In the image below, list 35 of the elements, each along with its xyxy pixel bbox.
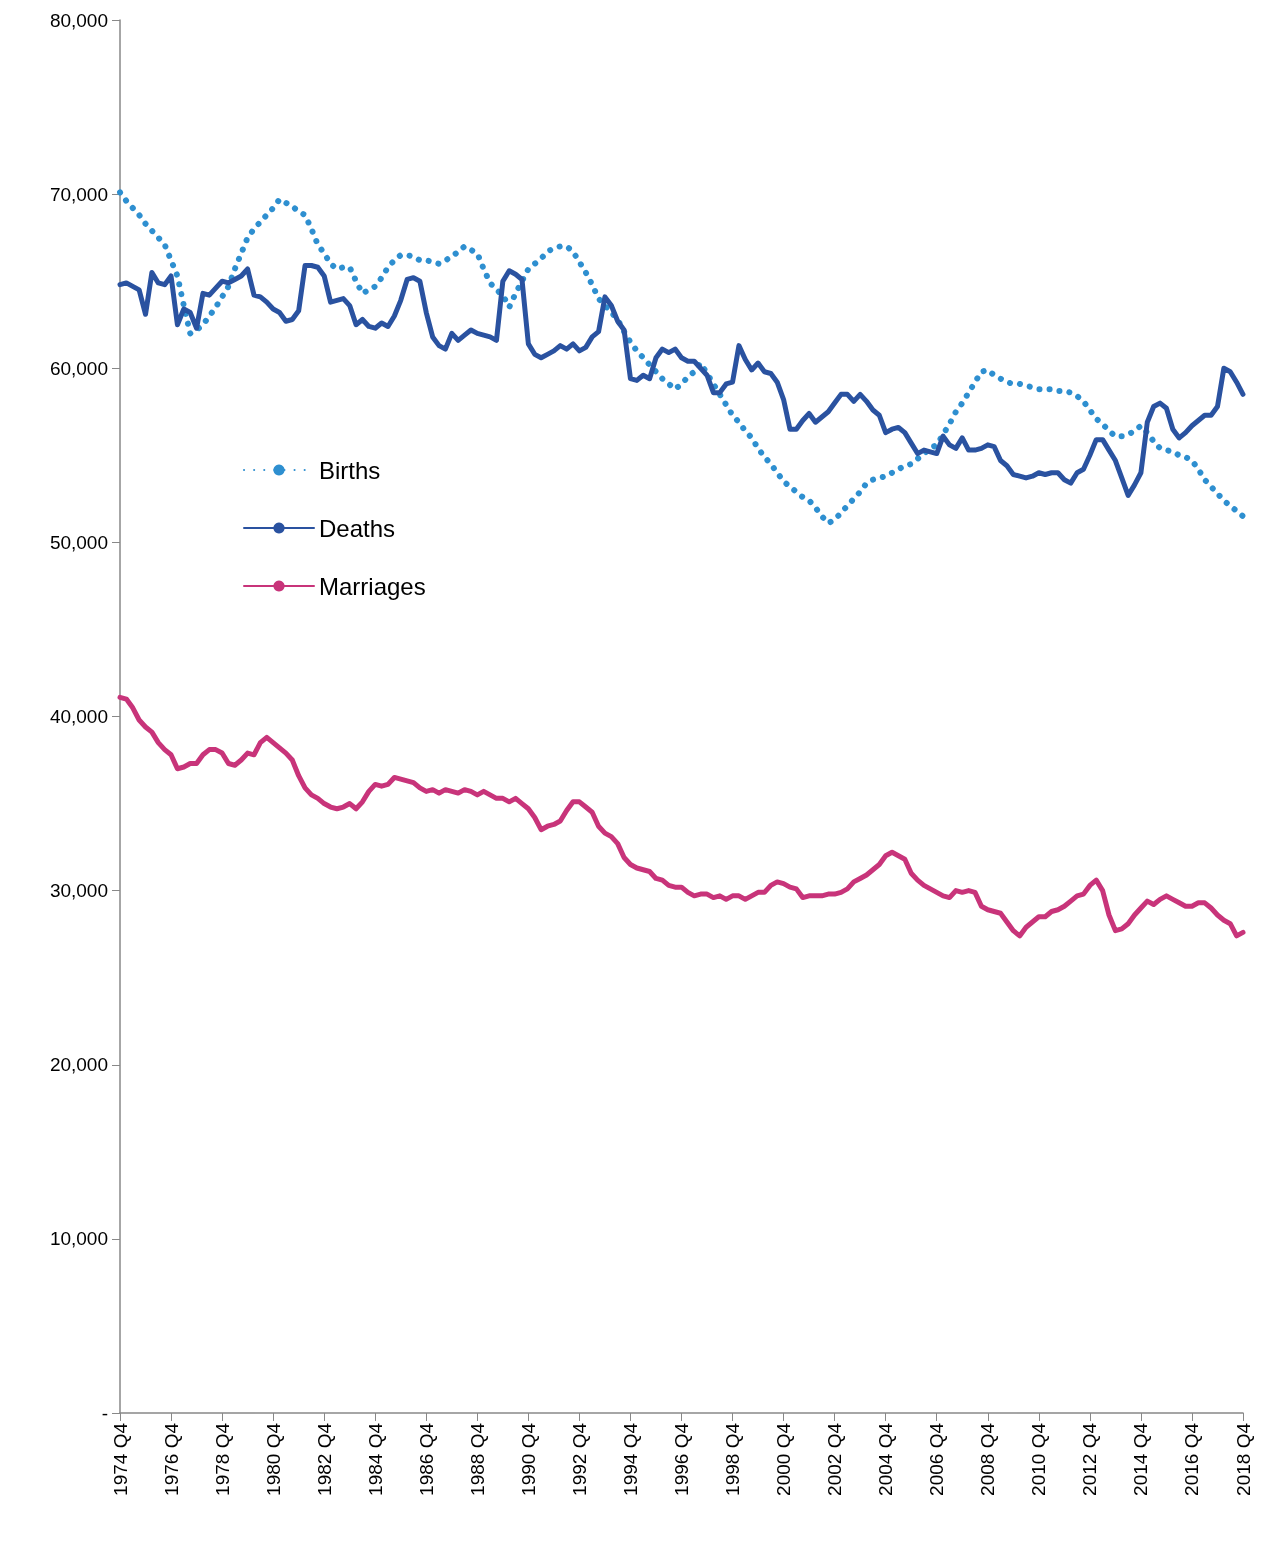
legend-label: Marriages [319, 572, 426, 600]
x-tick-label: 2006 Q4 [926, 1422, 948, 1496]
x-tick-label: 2010 Q4 [1028, 1422, 1050, 1496]
x-tick-label: 1988 Q4 [466, 1422, 488, 1496]
x-tick-label: 1986 Q4 [415, 1422, 437, 1496]
x-tick-label: 2018 Q4 [1232, 1422, 1254, 1496]
x-tick-label: 1996 Q4 [671, 1422, 692, 1496]
y-tick-label: 70,000 [49, 183, 108, 205]
y-tick-label: 10,000 [49, 1228, 108, 1250]
y-tick-label: 80,000 [49, 9, 108, 31]
legend-label: Deaths [319, 514, 396, 542]
x-tick-label: 1998 Q4 [722, 1422, 744, 1496]
x-tick-label: 1982 Q4 [313, 1422, 335, 1496]
x-tick-label: 2016 Q4 [1181, 1422, 1203, 1496]
y-tick-label: 30,000 [49, 880, 108, 902]
y-tick-label: 40,000 [49, 706, 108, 727]
y-tick-label: 60,000 [49, 357, 108, 379]
x-tick-label: 1990 Q4 [517, 1422, 539, 1496]
y-tick-label: 50,000 [49, 531, 108, 553]
y-tick-label: - [101, 1402, 108, 1424]
x-tick-label: 1980 Q4 [262, 1422, 284, 1496]
x-tick-label: 2000 Q4 [773, 1422, 795, 1496]
legend-label: Births [319, 456, 381, 484]
x-tick-label: 2014 Q4 [1130, 1422, 1152, 1496]
x-tick-label: 1994 Q4 [619, 1422, 641, 1496]
x-tick-label: 1976 Q4 [160, 1422, 182, 1496]
x-tick-label: 1984 Q4 [364, 1422, 386, 1496]
x-tick-label: 1992 Q4 [568, 1422, 590, 1496]
x-tick-label: 2004 Q4 [875, 1422, 897, 1496]
x-tick-label: 2002 Q4 [824, 1422, 846, 1496]
x-tick-label: 2012 Q4 [1079, 1422, 1101, 1496]
x-tick-label: 2008 Q4 [977, 1422, 999, 1496]
x-tick-label: 1978 Q4 [211, 1422, 233, 1496]
y-tick-label: 20,000 [49, 1054, 108, 1076]
x-tick-label: 1974 Q4 [109, 1422, 131, 1496]
